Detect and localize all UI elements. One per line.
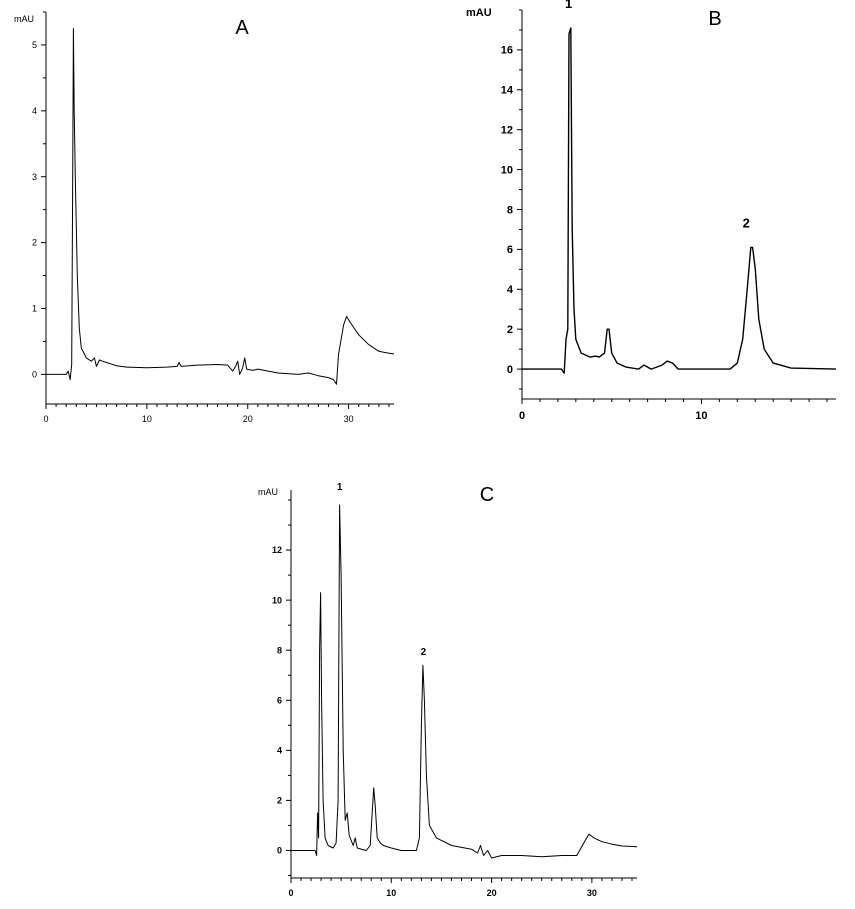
series-lines [291, 504, 638, 859]
y-tick-label: 2 [507, 324, 513, 336]
x-tick-label: 20 [487, 888, 497, 898]
chart-panel-a: A mAU 0 10 20 30 0 1 2 3 4 5 [14, 11, 395, 424]
tick-marks [41, 11, 390, 409]
y-tick-label: 12 [501, 125, 513, 137]
x-tick-label: 0 [43, 414, 48, 424]
y-tick-label: 3 [32, 172, 37, 182]
y-tick-label: 10 [272, 595, 282, 605]
peak-label: 1 [565, 0, 572, 11]
y-tick-label: 10 [501, 164, 513, 176]
peak-label: 2 [743, 215, 750, 230]
y-tick-label: 0 [32, 370, 37, 380]
y-tick-label: 4 [277, 745, 282, 755]
panel-label: B [708, 8, 721, 30]
axes [521, 10, 836, 400]
tick-labels: 0 10 20 30 0 1 2 3 4 5 [32, 40, 354, 424]
x-tick-label: 30 [344, 414, 354, 424]
x-tick-label: 0 [288, 888, 293, 898]
x-tick-label: 20 [243, 414, 253, 424]
chromatogram-trace [291, 504, 638, 859]
y-tick-label: 12 [272, 545, 282, 555]
x-tick-label: 10 [386, 888, 396, 898]
tick-labels: 0 10 0 2 4 6 8 10 12 14 16 [501, 45, 708, 422]
peak-labels: 12 [565, 0, 750, 230]
tick-labels: 0 10 20 30 0 2 4 6 8 10 12 [272, 545, 597, 898]
x-tick-label: 0 [519, 410, 525, 422]
peak-labels: 12 [337, 482, 427, 658]
y-tick-label: 0 [277, 846, 282, 856]
y-tick-label: 5 [32, 40, 37, 50]
y-tick-label: 16 [501, 45, 513, 57]
axes [45, 12, 394, 405]
chromatogram-trace [46, 28, 395, 385]
y-tick-label: 4 [507, 284, 514, 296]
y-tick-label: 14 [501, 85, 514, 97]
y-tick-label: 6 [507, 244, 513, 256]
y-axis-unit-label: mAU [466, 7, 492, 19]
y-tick-label: 8 [277, 645, 282, 655]
chromatogram-trace [522, 27, 837, 374]
series-lines [522, 27, 837, 374]
peak-label: 1 [337, 482, 343, 493]
tick-marks [517, 9, 828, 404]
axes [290, 490, 637, 879]
x-tick-label: 10 [695, 410, 707, 422]
y-axis-unit-label: mAU [14, 14, 34, 24]
x-tick-label: 30 [587, 888, 597, 898]
y-tick-label: 2 [32, 238, 37, 248]
y-tick-label: 2 [277, 796, 282, 806]
y-tick-label: 8 [507, 204, 513, 216]
y-tick-label: 0 [507, 364, 513, 376]
panel-label: A [235, 17, 249, 39]
peak-label: 2 [421, 647, 427, 658]
panel-label: C [480, 484, 494, 506]
series-lines [46, 28, 395, 385]
y-tick-label: 6 [277, 695, 282, 705]
y-tick-label: 4 [32, 106, 37, 116]
tick-marks [286, 499, 633, 883]
y-tick-label: 1 [32, 304, 37, 314]
x-tick-label: 10 [142, 414, 152, 424]
y-axis-unit-label: mAU [258, 487, 278, 497]
